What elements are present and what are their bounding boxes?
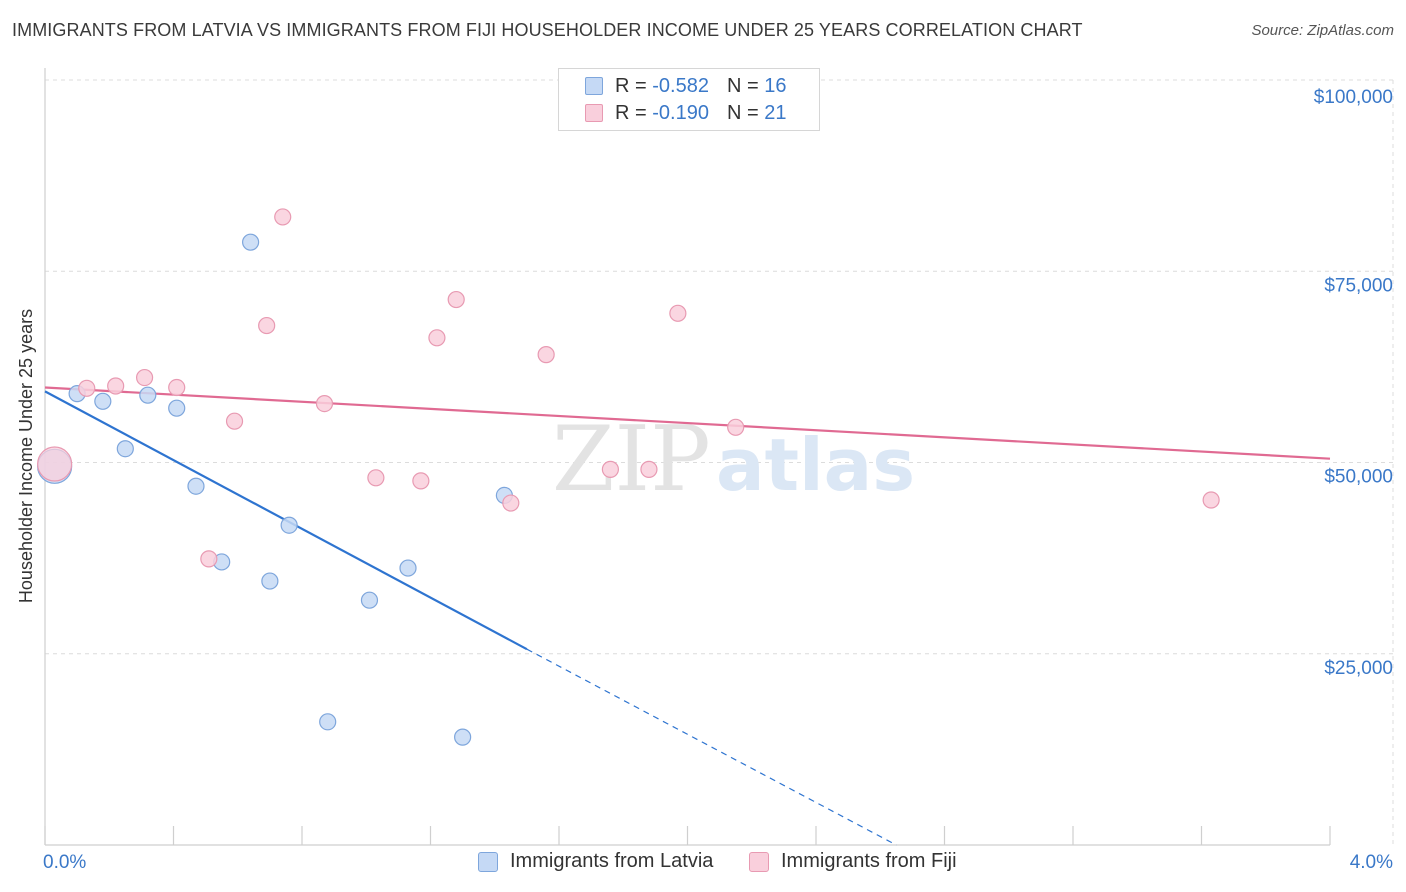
- fiji-point-18: [669, 304, 687, 322]
- fiji-point-13: [447, 290, 465, 309]
- fiji-point-0: [37, 446, 73, 482]
- fiji-n-value: 21: [764, 101, 787, 124]
- fiji-point-3: [135, 368, 154, 387]
- legend-latvia-label: Immigrants from Latvia: [510, 850, 714, 872]
- latvia-n-label: N =: [726, 74, 759, 97]
- legend-row-latvia: R = -0.582 N = 16: [559, 73, 786, 99]
- correlation-legend: R = -0.582 N = 16 R = -0.190 N = 21: [558, 68, 820, 131]
- series-legend: Immigrants from Latvia Immigrants from F…: [0, 850, 1406, 878]
- fiji-point-16: [601, 460, 620, 478]
- x-tick-label-min: 0.0%: [43, 852, 87, 873]
- latvia-point-8: [242, 233, 260, 251]
- fiji-n-label: N =: [726, 101, 759, 124]
- y-axis-label: Householder Income Under 25 years: [16, 309, 36, 603]
- fiji-point-9: [315, 394, 334, 413]
- latvia-trend-extension: [526, 648, 897, 846]
- fiji-r-label: R =: [615, 101, 647, 124]
- latvia-swatch: [585, 77, 603, 95]
- fiji-point-12: [428, 329, 446, 347]
- latvia-point-13: [399, 559, 417, 577]
- fiji-point-8: [274, 208, 292, 226]
- watermark-atlas: atlas: [716, 423, 915, 507]
- legend-fiji-swatch: [749, 851, 769, 872]
- fiji-point-10: [367, 469, 385, 487]
- legend-row-fiji: R = -0.190 N = 21: [559, 100, 786, 126]
- fiji-point-1: [78, 379, 96, 397]
- y-tick-labels: $25,000 $50,000 $75,000 $100,000: [1314, 87, 1393, 679]
- fiji-point-5: [200, 550, 218, 568]
- fiji-point-2: [107, 377, 125, 395]
- fiji-point-11: [412, 472, 430, 490]
- fiji-trend-line: [44, 386, 1331, 460]
- latvia-point-2: [94, 392, 112, 410]
- fiji-swatch: [585, 104, 603, 122]
- latvia-r-label: R =: [615, 74, 647, 97]
- legend-latvia-swatch: [478, 851, 498, 872]
- fiji-point-17: [640, 460, 658, 478]
- fiji-point-19: [727, 418, 745, 436]
- x-tick-label-max: 4.0%: [1349, 852, 1393, 873]
- fiji-point-15: [537, 346, 555, 364]
- chart-title: IMMIGRANTS FROM LATVIA VS IMMIGRANTS FRO…: [12, 20, 1083, 40]
- fiji-r-value: -0.190: [652, 101, 709, 124]
- y-tick-label-0: $25,000: [1324, 658, 1393, 679]
- legend-item-fiji[interactable]: Immigrants from Fiji: [749, 850, 957, 873]
- latvia-point-11: [319, 713, 337, 731]
- latvia-n-value: 16: [764, 74, 787, 97]
- legend-fiji-label: Immigrants from Fiji: [781, 850, 957, 872]
- latvia-point-6: [187, 477, 205, 495]
- fiji-point-4: [168, 378, 186, 397]
- legend-item-latvia[interactable]: Immigrants from Latvia: [478, 850, 713, 873]
- watermark-zip: ZIP: [552, 407, 711, 512]
- y-tick-label-1: $50,000: [1324, 467, 1393, 488]
- latvia-point-14: [454, 728, 472, 746]
- fiji-point-20: [1202, 491, 1220, 509]
- fiji-point-6: [225, 412, 244, 430]
- latvia-point-10: [280, 516, 298, 534]
- fiji-point-7: [258, 316, 276, 335]
- watermark: ZIP atlas: [552, 407, 915, 512]
- source-label: Source: ZipAtlas.com: [1251, 22, 1394, 39]
- latvia-point-9: [261, 572, 279, 590]
- latvia-point-5: [168, 399, 186, 417]
- y-tick-label-2: $75,000: [1324, 275, 1393, 296]
- y-tick-label-3: $100,000: [1314, 87, 1393, 108]
- latvia-r-value: -0.582: [652, 74, 709, 97]
- point-layer: [37, 208, 1220, 746]
- latvia-point-12: [360, 591, 379, 609]
- latvia-point-3: [116, 440, 134, 458]
- fiji-point-14: [502, 494, 520, 512]
- latvia-point-4: [139, 386, 157, 404]
